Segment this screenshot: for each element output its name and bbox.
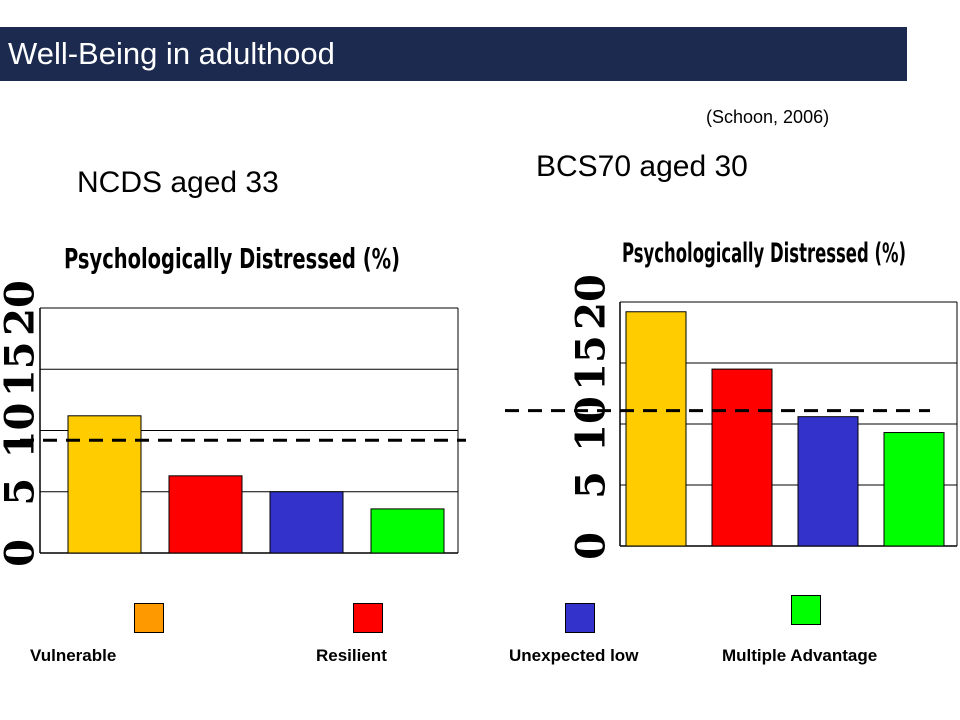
legend-swatch: [353, 603, 383, 633]
y-tick-label: 0: [568, 532, 615, 560]
y-tick-label: 0: [0, 539, 44, 567]
y-tick-label: 20: [0, 280, 44, 336]
y-tick-label: 20: [568, 274, 615, 330]
chart-title: Psychologically Distressed (%): [64, 242, 400, 275]
bar-2: [711, 368, 773, 547]
bar-3: [797, 416, 859, 547]
legend-swatch: [565, 603, 595, 633]
bar-4: [370, 508, 445, 554]
citation: (Schoon, 2006): [706, 107, 830, 127]
y-tick-label: 5: [0, 478, 44, 506]
y-tick-label: 10: [0, 403, 44, 459]
legend-label: Resilient: [316, 646, 387, 665]
legend-label: Vulnerable: [30, 646, 117, 665]
bar-3: [269, 491, 344, 554]
y-tick-label: 5: [568, 471, 615, 499]
bar-1: [625, 311, 687, 547]
y-tick-label: 15: [0, 341, 44, 397]
ncds-subtitle: NCDS aged 33: [77, 166, 279, 199]
legend-label: Multiple Advantage: [722, 646, 878, 665]
y-tick-label: 10: [568, 396, 615, 452]
bcs70-subtitle: BCS70 aged 30: [536, 150, 748, 183]
y-tick-label: 15: [568, 335, 615, 391]
legend-swatch: [791, 595, 821, 625]
title-bar: Well-Being in adulthood: [0, 27, 907, 81]
bar-1: [67, 415, 142, 554]
legend-label: Unexpected low: [509, 646, 639, 665]
bar-4: [883, 432, 945, 547]
page-title: Well-Being in adulthood: [8, 36, 335, 71]
bar-2: [168, 475, 243, 554]
chart-title: Psychologically Distressed (%): [622, 238, 906, 269]
legend-swatch: [134, 603, 164, 633]
